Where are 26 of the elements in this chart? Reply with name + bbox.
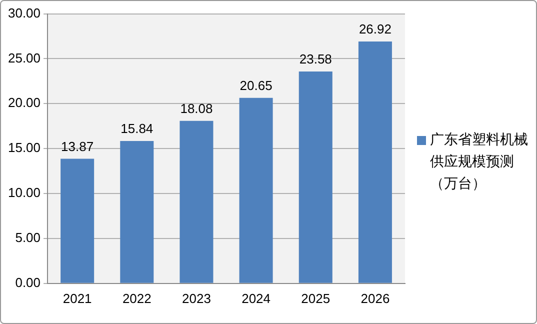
y-tick-label: 15.00 — [8, 140, 41, 156]
data-label: 26.92 — [358, 22, 392, 37]
data-label: 18.08 — [180, 101, 213, 116]
y-tick-label: 0.00 — [15, 274, 41, 290]
bar — [358, 41, 392, 283]
y-tick-label: 25.00 — [8, 50, 41, 66]
bar — [239, 98, 273, 283]
x-tick-label: 2021 — [62, 290, 92, 306]
x-tick-label: 2024 — [242, 290, 271, 306]
data-label: 13.87 — [61, 138, 94, 154]
bar — [60, 158, 94, 283]
y-tick-label: 10.00 — [8, 185, 41, 200]
y-tick-label: 5.00 — [15, 230, 41, 246]
x-tick-label: 2022 — [122, 290, 152, 306]
data-label: 15.84 — [120, 121, 154, 136]
legend-label: 广东省塑料机械供应规模预测（万台） — [430, 131, 529, 194]
bar — [180, 120, 214, 283]
bar — [298, 71, 332, 283]
y-tick-label: 30.00 — [8, 5, 41, 20]
y-tick-label: 20.00 — [8, 95, 41, 110]
data-label: 23.58 — [299, 52, 332, 67]
x-tick-label: 2023 — [182, 290, 211, 306]
x-tick-label: 2025 — [301, 290, 330, 306]
bar — [120, 141, 154, 283]
x-tick-label: 2026 — [360, 290, 390, 306]
data-label: 20.65 — [240, 78, 272, 93]
